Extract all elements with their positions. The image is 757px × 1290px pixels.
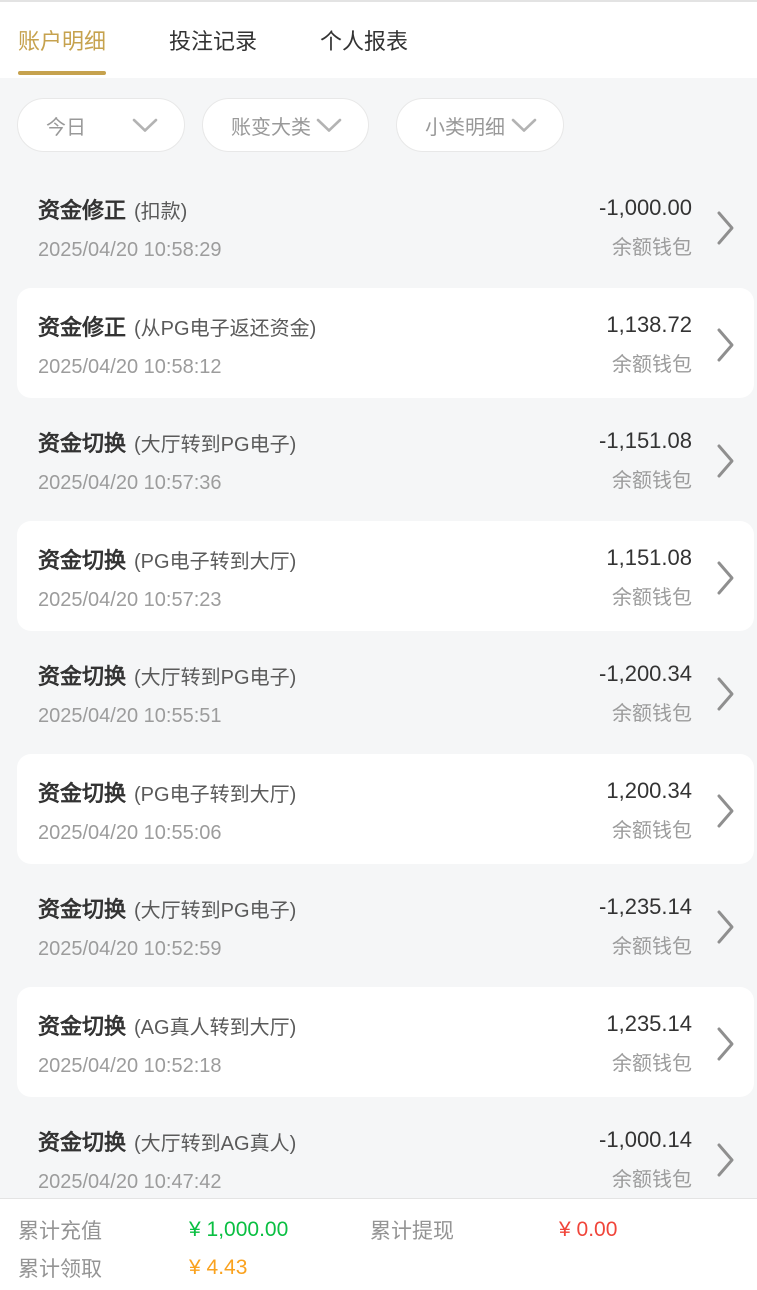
- transaction-title: 资金切换 (PG电子转到大厅): [38, 776, 296, 808]
- filter-date-dropdown[interactable]: 今日: [17, 98, 185, 152]
- transaction-title: 资金切换 (大厅转到PG电子): [38, 892, 296, 924]
- tab-label: 账户明细: [18, 29, 107, 54]
- transaction-time: 2025/04/20 10:57:36: [38, 472, 222, 494]
- transaction-row[interactable]: 资金修正 (扣款) 2025/04/20 10:58:29 -1,000.00 余…: [0, 171, 757, 288]
- tab-account-detail[interactable]: 账户明细: [18, 2, 107, 78]
- tab-personal-report[interactable]: 个人报表: [320, 2, 408, 78]
- transaction-detail: (PG电子转到大厅): [134, 550, 297, 573]
- transaction-time: 2025/04/20 10:55:51: [38, 705, 222, 727]
- transaction-detail: (大厅转到PG电子): [134, 667, 297, 689]
- chevron-right-icon: [716, 793, 736, 834]
- transaction-time: 2025/04/20 10:52:18: [38, 1054, 222, 1077]
- total-claim-value: ¥ 4.43: [189, 1256, 248, 1279]
- chevron-down-icon: [511, 118, 537, 133]
- transaction-amount: -1,235.14: [599, 894, 692, 919]
- transaction-wallet: 余额钱包: [612, 237, 692, 259]
- transaction-type: 资金修正: [38, 314, 127, 340]
- tab-bet-records[interactable]: 投注记录: [169, 2, 257, 78]
- transaction-wallet: 余额钱包: [612, 1052, 692, 1075]
- total-withdraw-label: 累计提现: [370, 1220, 454, 1243]
- transaction-row[interactable]: 资金切换 (PG电子转到大厅) 2025/04/20 10:55:06 1,200…: [0, 753, 757, 871]
- transaction-amount: 1,200.34: [606, 777, 692, 803]
- transaction-wallet: 余额钱包: [612, 1169, 692, 1191]
- transaction-row[interactable]: 资金切换 (大厅转到PG电子) 2025/04/20 10:55:51 -1,20…: [0, 637, 757, 754]
- transaction-type: 资金切换: [38, 431, 127, 456]
- chevron-right-icon: [716, 909, 736, 950]
- filter-subcategory-dropdown[interactable]: 小类明细: [396, 98, 564, 152]
- tab-label: 个人报表: [320, 29, 409, 54]
- filter-category-dropdown[interactable]: 账变大类: [202, 98, 369, 152]
- transaction-type: 资金切换: [38, 780, 127, 806]
- tab-bar: 账户明细 投注记录 个人报表: [0, 0, 757, 78]
- total-deposit-label: 累计充值: [18, 1220, 102, 1243]
- transaction-title: 资金修正 (从PG电子返还资金): [38, 310, 316, 342]
- chevron-right-icon: [716, 443, 736, 484]
- chevron-right-icon: [716, 676, 736, 717]
- transaction-time: 2025/04/20 10:58:12: [38, 355, 222, 378]
- transaction-row[interactable]: 资金修正 (从PG电子返还资金) 2025/04/20 10:58:12 1,13…: [0, 287, 757, 405]
- transaction-detail: (大厅转到PG电子): [134, 900, 297, 922]
- transaction-row[interactable]: 资金切换 (AG真人转到大厅) 2025/04/20 10:52:18 1,235…: [0, 986, 757, 1104]
- transaction-time: 2025/04/20 10:55:06: [38, 821, 222, 844]
- transaction-amount: -1,000.14: [599, 1127, 692, 1152]
- transaction-detail: (大厅转到PG电子): [134, 434, 297, 456]
- transaction-type: 资金切换: [38, 664, 127, 689]
- transaction-amount: -1,200.34: [599, 661, 692, 686]
- transaction-row[interactable]: 资金切换 (大厅转到AG真人) 2025/04/20 10:47:42 -1,00…: [0, 1103, 757, 1220]
- transaction-detail: (AG真人转到大厅): [134, 1016, 297, 1039]
- chevron-down-icon: [132, 118, 158, 133]
- filter-label: 今日: [46, 116, 86, 139]
- filter-label: 小类明细: [425, 116, 505, 139]
- total-claim-label: 累计领取: [18, 1258, 102, 1281]
- transaction-type: 资金切换: [38, 547, 127, 573]
- transaction-title: 资金修正 (扣款): [38, 193, 222, 225]
- transaction-amount: -1,000.00: [599, 195, 692, 220]
- transaction-title: 资金切换 (大厅转到PG电子): [38, 426, 296, 458]
- transaction-detail: (从PG电子返还资金): [134, 317, 317, 340]
- filter-bar: 今日 账变大类 小类明细: [0, 78, 757, 171]
- chevron-right-icon: [716, 327, 736, 368]
- transaction-title: 资金切换 (PG电子转到大厅): [38, 543, 296, 575]
- chevron-down-icon: [316, 118, 342, 133]
- tab-label: 投注记录: [169, 29, 258, 54]
- transaction-time: 2025/04/20 10:57:23: [38, 588, 222, 611]
- chevron-right-icon: [716, 210, 736, 251]
- transaction-row[interactable]: 资金切换 (大厅转到PG电子) 2025/04/20 10:57:36 -1,15…: [0, 404, 757, 521]
- transaction-title: 资金切换 (大厅转到PG电子): [38, 659, 296, 691]
- transaction-wallet: 余额钱包: [612, 353, 692, 376]
- total-withdraw-value: ¥ 0.00: [559, 1218, 618, 1241]
- chevron-right-icon: [716, 1026, 736, 1067]
- transaction-wallet: 余额钱包: [612, 470, 692, 492]
- transaction-time: 2025/04/20 10:52:59: [38, 938, 222, 960]
- transaction-detail: (PG电子转到大厅): [134, 783, 297, 806]
- transaction-type: 资金切换: [38, 1013, 127, 1039]
- transaction-detail: (大厅转到AG真人): [134, 1133, 297, 1155]
- transaction-amount: 1,138.72: [606, 311, 692, 337]
- transaction-type: 资金切换: [38, 1130, 127, 1155]
- transaction-type: 资金切换: [38, 897, 127, 922]
- transaction-row[interactable]: 资金切换 (大厅转到PG电子) 2025/04/20 10:52:59 -1,23…: [0, 870, 757, 987]
- transaction-time: 2025/04/20 10:58:29: [38, 239, 222, 261]
- transaction-wallet: 余额钱包: [612, 819, 692, 842]
- transaction-amount: 1,151.08: [606, 544, 692, 570]
- total-deposit-value: ¥ 1,000.00: [189, 1218, 289, 1241]
- transaction-title: 资金切换 (AG真人转到大厅): [38, 1009, 296, 1041]
- transaction-wallet: 余额钱包: [612, 586, 692, 609]
- chevron-right-icon: [716, 1142, 736, 1183]
- transaction-type: 资金修正: [38, 198, 127, 223]
- chevron-right-icon: [716, 560, 736, 601]
- transaction-amount: -1,151.08: [599, 428, 692, 453]
- filter-label: 账变大类: [231, 116, 311, 139]
- transaction-detail: (扣款): [134, 201, 188, 223]
- transaction-row[interactable]: 资金切换 (PG电子转到大厅) 2025/04/20 10:57:23 1,151…: [0, 520, 757, 638]
- transaction-wallet: 余额钱包: [612, 703, 692, 725]
- transaction-list: 资金修正 (扣款) 2025/04/20 10:58:29 -1,000.00 余…: [0, 171, 757, 1220]
- transaction-amount: 1,235.14: [606, 1010, 692, 1036]
- transaction-time: 2025/04/20 10:47:42: [38, 1171, 222, 1193]
- summary-footer: 累计充值 ¥ 1,000.00 累计提现 ¥ 0.00 累计领取 ¥ 4.43: [0, 1198, 757, 1290]
- transaction-wallet: 余额钱包: [612, 936, 692, 958]
- transaction-title: 资金切换 (大厅转到AG真人): [38, 1125, 296, 1157]
